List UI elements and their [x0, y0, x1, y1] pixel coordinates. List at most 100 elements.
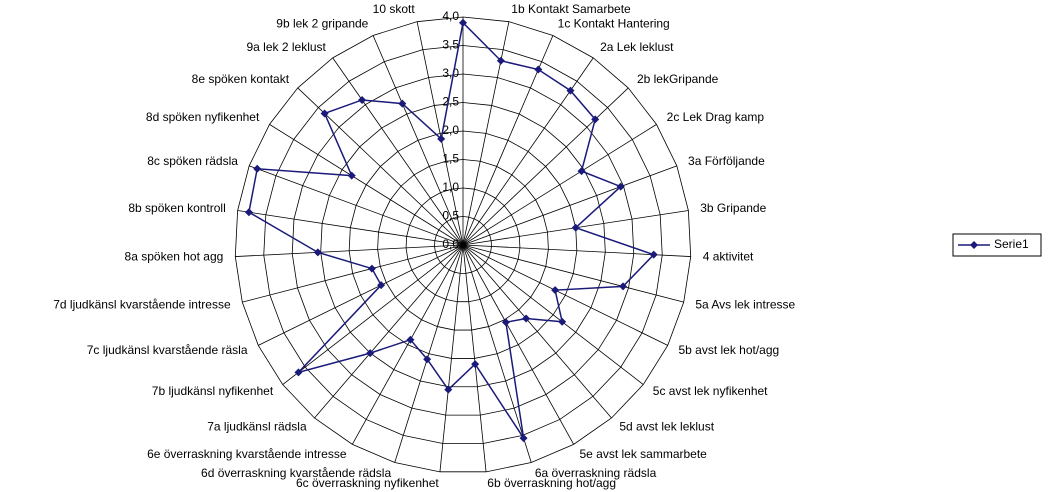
data-point [616, 182, 625, 191]
data-point [459, 18, 467, 27]
category-label: 1b Kontakt Samarbete [511, 2, 631, 16]
grid-ring [291, 73, 635, 416]
spoke [372, 35, 464, 246]
category-label: 6d överraskning kvarstående rädsla [201, 466, 391, 480]
data-point [358, 95, 367, 104]
spoke [462, 124, 657, 246]
category-label: 1c Kontakt Hantering [558, 17, 670, 31]
data-point [591, 115, 600, 124]
category-label: 9a lek 2 leklust [247, 40, 327, 54]
data-point [423, 355, 432, 364]
spoke [249, 165, 464, 246]
category-label: 5c avst lek nyfikenhet [653, 384, 768, 398]
spoke [462, 244, 612, 419]
grid-ring [377, 159, 549, 331]
y-tick-label: 2,5 [442, 95, 459, 109]
data-point [551, 286, 560, 295]
spoke [462, 244, 487, 472]
data-point [522, 314, 531, 323]
category-label: 7d ljudkänsl kvarstående intresse [53, 297, 231, 311]
category-label: 6b överraskning hot/agg [487, 476, 616, 490]
data-point [367, 264, 376, 273]
category-label: 3a Förföljande [688, 154, 765, 168]
spoke [237, 210, 464, 246]
category-label: 5d avst lek leklust [619, 419, 714, 433]
category-label: 5e avst lek sammarbete [579, 447, 707, 461]
category-label: 8a spöken hot agg [125, 249, 224, 263]
y-tick-label: 0,0 [442, 237, 459, 251]
y-tick-label: 3,5 [442, 38, 459, 52]
spoke [462, 244, 532, 463]
category-label: 3b Gripande [700, 201, 766, 215]
grid-ring [348, 130, 578, 359]
category-label: 7b ljudkänsl nyfikenhet [152, 384, 274, 398]
category-label: 2b lekGripande [637, 72, 719, 86]
y-tick-label: 4,0 [442, 9, 459, 23]
data-point [577, 167, 586, 176]
spoke [242, 244, 464, 303]
data-point [496, 56, 505, 65]
grid-ring [320, 102, 606, 388]
data-point [619, 282, 628, 291]
data-point [366, 349, 375, 358]
spoke [462, 87, 629, 246]
spoke [352, 244, 464, 445]
data-point [534, 65, 543, 74]
spoke [416, 21, 464, 246]
category-label: 10 skott [373, 2, 416, 16]
y-tick-label: 2,0 [442, 123, 459, 137]
y-tick-label: 0,5 [442, 209, 459, 223]
spoke [258, 244, 464, 346]
grid-ring [263, 45, 663, 444]
grid-ring [234, 16, 692, 473]
data-point [558, 317, 567, 326]
data-point [294, 368, 303, 377]
category-label: 8c spöken rädsla [147, 154, 238, 168]
spoke [332, 57, 464, 246]
data-point [347, 171, 356, 180]
spoke [439, 244, 464, 472]
category-label: 6a överraskning rädsla [535, 466, 657, 480]
spoke [462, 165, 677, 246]
spoke [462, 244, 684, 303]
category-label: 5b avst lek hot/agg [678, 343, 779, 357]
category-label: 8d spöken nyfikenhet [146, 110, 260, 124]
data-point [398, 99, 407, 108]
spoke [394, 244, 464, 463]
category-label: 7c ljudkänsl kvarstående räsla [87, 343, 248, 357]
data-point [244, 208, 253, 217]
category-label: 8b spöken kontroll [128, 201, 225, 215]
data-point [253, 164, 262, 173]
spoke [462, 244, 668, 346]
series-line [248, 21, 656, 439]
data-point [406, 335, 415, 344]
data-point [519, 434, 528, 443]
data-point [444, 385, 453, 394]
spoke [235, 244, 464, 257]
category-label: 7a ljudkänsl rädsla [207, 419, 307, 433]
category-label: 4 aktivitet [703, 249, 754, 263]
category-label: 5a Avs lek intresse [695, 297, 795, 311]
data-point [313, 248, 322, 257]
data-point [377, 281, 386, 290]
category-label: 8e spöken kontakt [192, 72, 290, 86]
spoke [462, 244, 574, 445]
legend-label: Serie1 [994, 237, 1029, 251]
grid-ring [405, 187, 521, 303]
data-point [437, 134, 446, 143]
category-label: 6e överraskning kvarstående intresse [147, 447, 347, 461]
category-label: 2a Lek leklust [600, 40, 674, 54]
spoke [462, 244, 644, 385]
data-point [471, 360, 480, 369]
data-point [320, 109, 329, 118]
category-label: 2c Lek Drag kamp [667, 110, 765, 124]
legend-marker [970, 241, 978, 249]
category-label: 6c överraskning nyfikenhet [296, 476, 439, 490]
spoke [314, 244, 464, 419]
data-point [566, 86, 575, 95]
spoke [269, 124, 464, 246]
data-point [571, 223, 580, 232]
data-point [649, 250, 658, 259]
y-tick-label: 1,0 [442, 180, 459, 194]
